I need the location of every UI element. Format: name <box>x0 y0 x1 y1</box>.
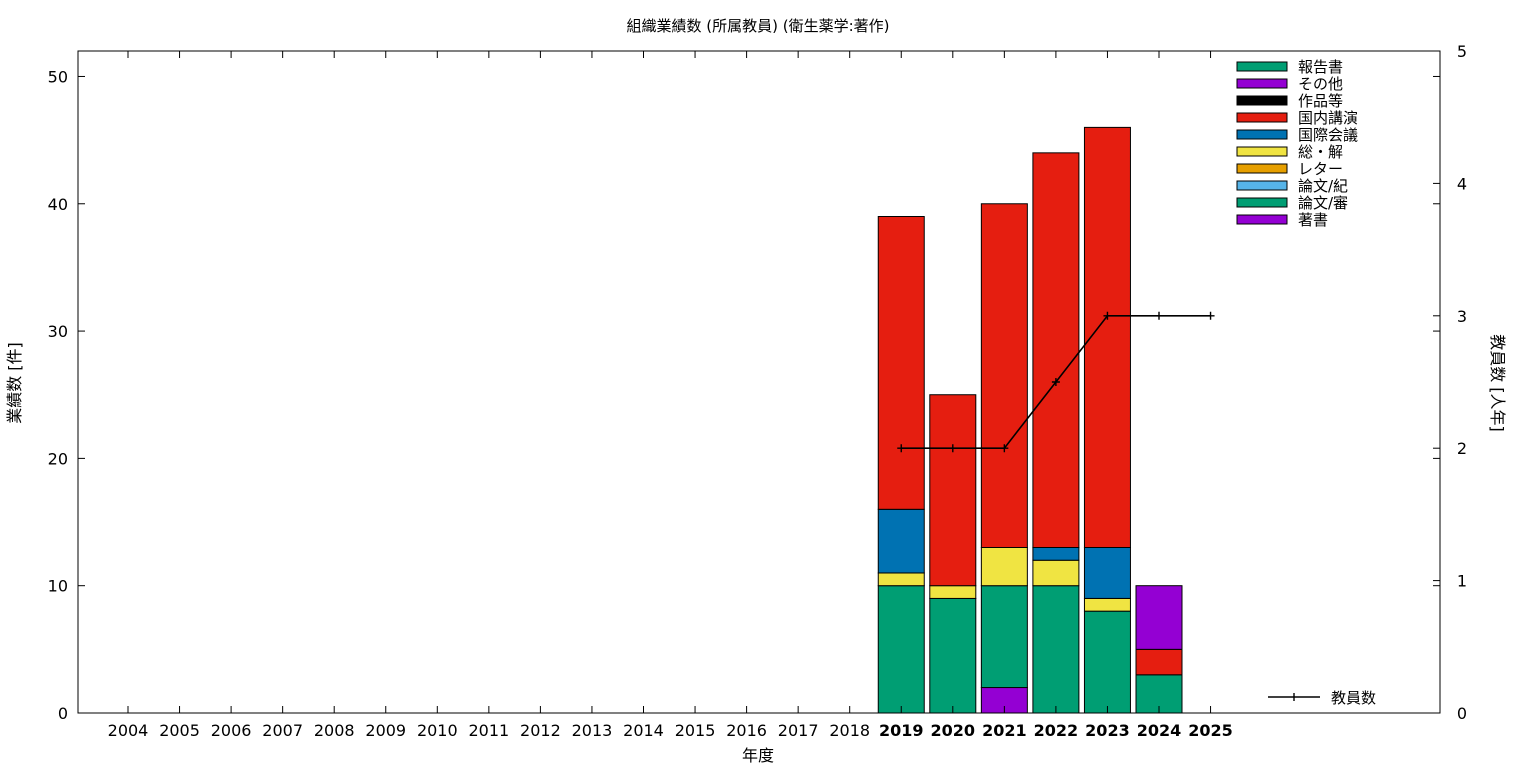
bar-2019-series-4 <box>877 572 925 587</box>
x-tick-label-2012: 2012 <box>520 721 561 740</box>
x-tick-label-2004: 2004 <box>108 721 149 740</box>
bar-2022-series-1 <box>1032 585 1080 714</box>
bar-2023-series-5 <box>1083 547 1131 599</box>
x-tick-label-2013: 2013 <box>572 721 613 740</box>
legend-swatch-1 <box>1236 78 1288 89</box>
x-tick-label-2009: 2009 <box>365 721 406 740</box>
bar-2020-series-1 <box>929 597 977 714</box>
x-tick-label-2020: 2020 <box>931 721 976 740</box>
x-tick-label-2014: 2014 <box>623 721 664 740</box>
legend-label-5: 総・解 <box>1298 143 1343 161</box>
y-tick-label-10: 10 <box>48 577 68 596</box>
x-tick-label-2005: 2005 <box>159 721 200 740</box>
legend-swatch-3 <box>1236 112 1288 123</box>
x-tick-label-2017: 2017 <box>778 721 819 740</box>
axes: 0 10 20 30 40 50 0 1 2 3 4 5 2004 2005 2006 2007 2008 200… <box>48 42 1467 740</box>
y-tick-label-40: 40 <box>48 195 68 214</box>
plot-area <box>877 126 1215 714</box>
plot-frame <box>77 50 1441 714</box>
faculty-count-point-2021 <box>1000 444 1009 453</box>
bar-2019-series-6 <box>877 216 925 510</box>
y-tick-label-0: 0 <box>58 704 68 723</box>
y-tick-label-20: 20 <box>48 449 68 468</box>
bar-2023-series-1 <box>1083 610 1131 714</box>
y2-tick-label-4: 4 <box>1457 174 1467 193</box>
legend-label-9: 著書 <box>1298 211 1328 229</box>
legend-swatch-0 <box>1236 61 1288 72</box>
legend-swatch-5 <box>1236 146 1288 157</box>
bar-2022-series-5 <box>1032 547 1080 561</box>
x-tick-label-2024: 2024 <box>1137 721 1182 740</box>
x-tick-label-2022: 2022 <box>1034 721 1079 740</box>
bar-2024-series-8 <box>1135 585 1183 650</box>
y2-tick-label-1: 1 <box>1457 572 1467 591</box>
legend-label-0: 報告書 <box>1298 58 1343 76</box>
x-tick-label-2011: 2011 <box>468 721 509 740</box>
x-tick-label-2021: 2021 <box>982 721 1027 740</box>
faculty-count-point-2025 <box>1206 311 1215 320</box>
x-tick-label-2019: 2019 <box>879 721 924 740</box>
faculty-count-point-2019 <box>897 444 906 453</box>
legend-swatch-6 <box>1236 163 1288 174</box>
bar-2021-series-1 <box>980 585 1028 689</box>
legend-label-2: 作品等 <box>1298 92 1343 110</box>
bar-2021-series-4 <box>980 547 1028 587</box>
bar-2023-series-6 <box>1083 126 1131 548</box>
legend-swatch-7 <box>1236 180 1288 191</box>
chart-title: 組織業績数 (所属教員) (衛生薬学:著作) <box>627 17 890 35</box>
x-tick-label-2008: 2008 <box>314 721 355 740</box>
y2-tick-label-5: 5 <box>1457 42 1467 61</box>
legend-swatch-4 <box>1236 129 1288 140</box>
x-tick-label-2007: 2007 <box>262 721 303 740</box>
legend-swatch-2 <box>1236 95 1288 106</box>
x-tick-label-2016: 2016 <box>726 721 767 740</box>
x-tick-label-2025: 2025 <box>1188 721 1233 740</box>
faculty-count-point-2023 <box>1103 311 1112 320</box>
legend-swatch-8 <box>1236 197 1288 208</box>
x-axis-title: 年度 <box>742 746 774 765</box>
legend-label-7: 論文/紀 <box>1298 177 1348 195</box>
y-axis-title: 業績数 [件] <box>5 342 24 424</box>
x-tick-label-2006: 2006 <box>211 721 252 740</box>
bar-2021-series-6 <box>980 203 1028 548</box>
legend-line-label: 教員数 <box>1331 689 1376 707</box>
faculty-count-point-2024 <box>1155 311 1163 320</box>
bar-2024-series-6 <box>1135 648 1183 676</box>
bar-2022-series-6 <box>1032 152 1080 548</box>
y-tick-label-50: 50 <box>48 67 68 86</box>
y2-tick-label-0: 0 <box>1457 704 1467 723</box>
y2-tick-label-2: 2 <box>1457 439 1467 458</box>
x-tick-label-2015: 2015 <box>675 721 716 740</box>
y-tick-label-30: 30 <box>48 322 68 341</box>
legend-label-8: 論文/審 <box>1298 194 1348 212</box>
bar-2019-series-5 <box>877 508 925 574</box>
legend-label-3: 国内講演 <box>1298 109 1358 127</box>
bar-2020-series-6 <box>929 394 977 587</box>
bar-2019-series-1 <box>877 585 925 714</box>
bar-2023-series-4 <box>1083 597 1131 612</box>
x-tick-label-2023: 2023 <box>1085 721 1130 740</box>
faculty-count-point-2022 <box>1051 378 1060 386</box>
legend-label-6: レター <box>1298 160 1343 178</box>
legend-label-4: 国際会議 <box>1298 126 1358 144</box>
bar-2020-series-4 <box>929 585 977 599</box>
bar-2022-series-4 <box>1032 559 1080 587</box>
y2-axis-title: 教員数 [人年] <box>1488 334 1507 432</box>
x-tick-label-2018: 2018 <box>829 721 870 740</box>
legend-label-1: その他 <box>1298 75 1343 93</box>
legend-swatch-9 <box>1236 214 1288 225</box>
x-tick-label-2010: 2010 <box>417 721 458 740</box>
faculty-count-point-2020 <box>948 444 957 453</box>
y2-tick-label-3: 3 <box>1457 307 1467 326</box>
